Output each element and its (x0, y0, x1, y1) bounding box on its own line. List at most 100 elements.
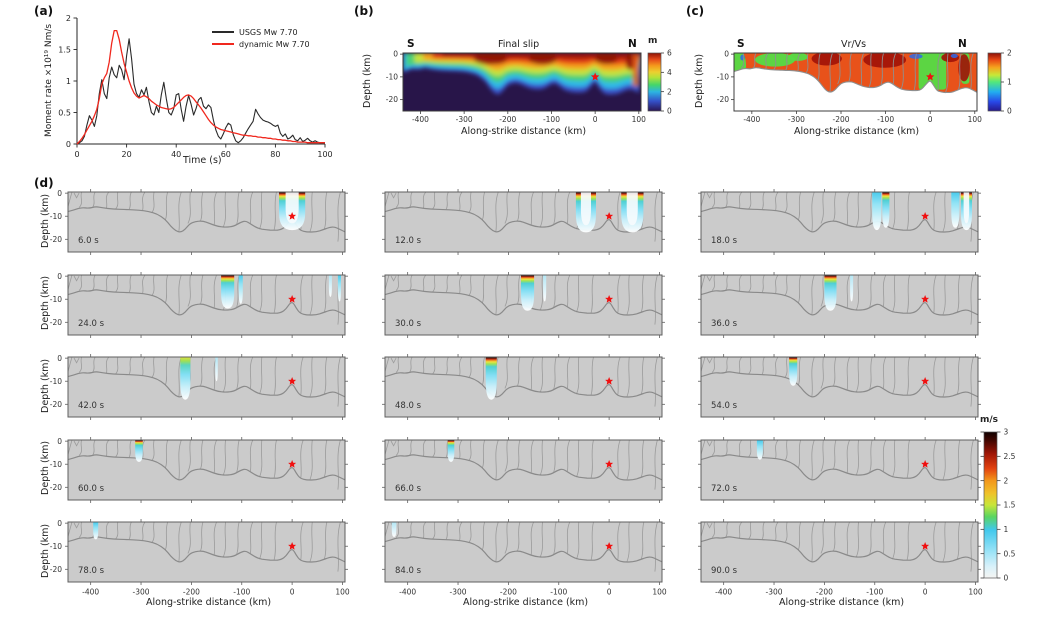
svg-text:-20: -20 (50, 400, 62, 409)
svg-text:-400: -400 (82, 588, 99, 597)
svg-text:-400: -400 (412, 115, 429, 124)
panel-d-snapshot-18.0s: 18.0 s (698, 189, 981, 255)
panel-d-snapshot-48.0s: 48.0 s (382, 354, 665, 420)
svg-text:-20: -20 (717, 95, 729, 104)
slip-rate-pulse (221, 275, 235, 308)
slip-rate-pulse (824, 275, 837, 311)
panel-a-xlabel: Time (s) (183, 155, 222, 166)
slip-rate-pulse (850, 275, 854, 301)
epicenter-star (921, 377, 930, 385)
slip-rate-pulse (238, 275, 243, 304)
svg-text:-200: -200 (499, 115, 516, 124)
panel-b-xlabel: Along-strike distance (km) (461, 126, 587, 137)
svg-text:-300: -300 (450, 588, 467, 597)
slip-rate-pulse (485, 357, 497, 400)
svg-text:-200: -200 (816, 588, 833, 597)
svg-text:0.5: 0.5 (58, 108, 71, 117)
slip-rate-pulse (951, 192, 960, 228)
slip-rate-pulse (543, 275, 547, 301)
svg-text:0.5: 0.5 (1004, 549, 1016, 558)
snapshot-time-label: 84.0 s (395, 566, 422, 576)
epicenter-star (590, 72, 600, 81)
slip-rate-pulse (789, 357, 798, 386)
svg-text:0: 0 (593, 115, 598, 124)
snapshot-time-label: 36.0 s (711, 319, 738, 329)
svg-text:1: 1 (1007, 78, 1012, 87)
panel-d-snapshot-30.0s: 30.0 s (382, 271, 665, 338)
svg-text:0: 0 (66, 140, 71, 149)
svg-text:-10: -10 (50, 294, 62, 303)
epicenter-star (288, 459, 297, 468)
panel-d-snapshot-78.0s: 78.0 s 0 -10 -20 -400 -300 -200 -100 0 100 (50, 519, 350, 597)
epicenter-star (926, 72, 935, 81)
svg-text:0: 0 (928, 115, 933, 124)
slip-rate-pulse (180, 357, 191, 400)
panel-a-legend: USGS Mw 7.70 dynamic Mw 7.70 (212, 26, 310, 50)
panel-d-snapshot-54.0s: 54.0 s (698, 354, 981, 420)
svg-text:-300: -300 (133, 588, 150, 597)
panel-d-snapshot-60.0s: 60.0 s 0 -10 -20 (50, 436, 348, 503)
svg-text:2.5: 2.5 (1004, 452, 1016, 461)
epicenter-star (605, 542, 614, 550)
snapshot-time-label: 72.0 s (711, 484, 738, 494)
snapshot-time-label: 54.0 s (711, 401, 738, 411)
svg-text:100: 100 (652, 588, 667, 597)
svg-text:100: 100 (632, 115, 647, 124)
svg-text:0: 0 (1004, 574, 1009, 583)
panel-d-snapshot-66.0s: 66.0 s (382, 436, 665, 503)
panel-d-snapshot-12.0s: 12.0 s (382, 189, 665, 255)
panel-b-title: Final slip (498, 39, 540, 50)
svg-text:-10: -10 (717, 72, 729, 81)
svg-text:-20: -20 (50, 482, 62, 491)
snapshot-time-label: 6.0 s (78, 236, 99, 246)
snapshot-time-label: 60.0 s (78, 484, 105, 494)
svg-text:-10: -10 (50, 377, 62, 386)
svg-text:2: 2 (1004, 476, 1009, 485)
slip-rate-pulse (215, 357, 218, 382)
legend-line-dynamic (212, 43, 234, 45)
svg-text:0: 0 (724, 50, 729, 59)
panel-c-south-marker: S (737, 38, 745, 50)
legend-line-usgs (212, 31, 234, 33)
epicenter-star (921, 542, 930, 550)
svg-text:-20: -20 (50, 317, 62, 326)
svg-text:20: 20 (122, 150, 132, 159)
series-dynamic (76, 29, 325, 145)
svg-text:-300: -300 (766, 588, 783, 597)
panel-d-xlabel-col2: Along-strike distance (km) (463, 597, 589, 608)
slip-rate-pulse (447, 440, 455, 462)
panel-d-snapshot-6.0s: 6.0 s 0 -10 -20 (50, 189, 348, 255)
svg-text:-10: -10 (386, 72, 398, 81)
svg-text:100: 100 (317, 150, 332, 159)
svg-text:-100: -100 (877, 115, 894, 124)
svg-text:0: 0 (57, 519, 62, 528)
legend-entry-dynamic: dynamic Mw 7.70 (212, 38, 310, 50)
snapshot-time-label: 12.0 s (395, 236, 422, 246)
svg-text:0: 0 (57, 271, 62, 280)
panel-c-title: Vr/Vs (841, 39, 867, 50)
panel-d-snapshot-36.0s: 36.0 s (698, 271, 981, 338)
panel-d-snapshot-72.0s: 72.0 s (698, 436, 981, 503)
epicenter-star (605, 459, 614, 468)
legend-label-dynamic: dynamic Mw 7.70 (239, 39, 310, 49)
svg-text:0: 0 (1007, 107, 1012, 116)
panel-c-label: (c) (686, 4, 705, 18)
svg-text:3: 3 (1004, 428, 1009, 437)
svg-text:0: 0 (290, 588, 295, 597)
svg-text:60: 60 (221, 150, 231, 159)
svg-text:1.5: 1.5 (1004, 501, 1016, 510)
svg-text:-200: -200 (183, 588, 200, 597)
svg-text:0: 0 (923, 588, 928, 597)
slip-rate-pulse (135, 440, 143, 462)
svg-text:-400: -400 (715, 588, 732, 597)
panel-b-label: (b) (354, 4, 374, 18)
slip-rate-pulse (756, 440, 763, 460)
epicenter-star (288, 294, 297, 303)
epicenter-star (288, 377, 297, 385)
svg-text:-300: -300 (788, 115, 805, 124)
snapshot-time-label: 30.0 s (395, 319, 422, 329)
epicenter-star (605, 377, 614, 385)
